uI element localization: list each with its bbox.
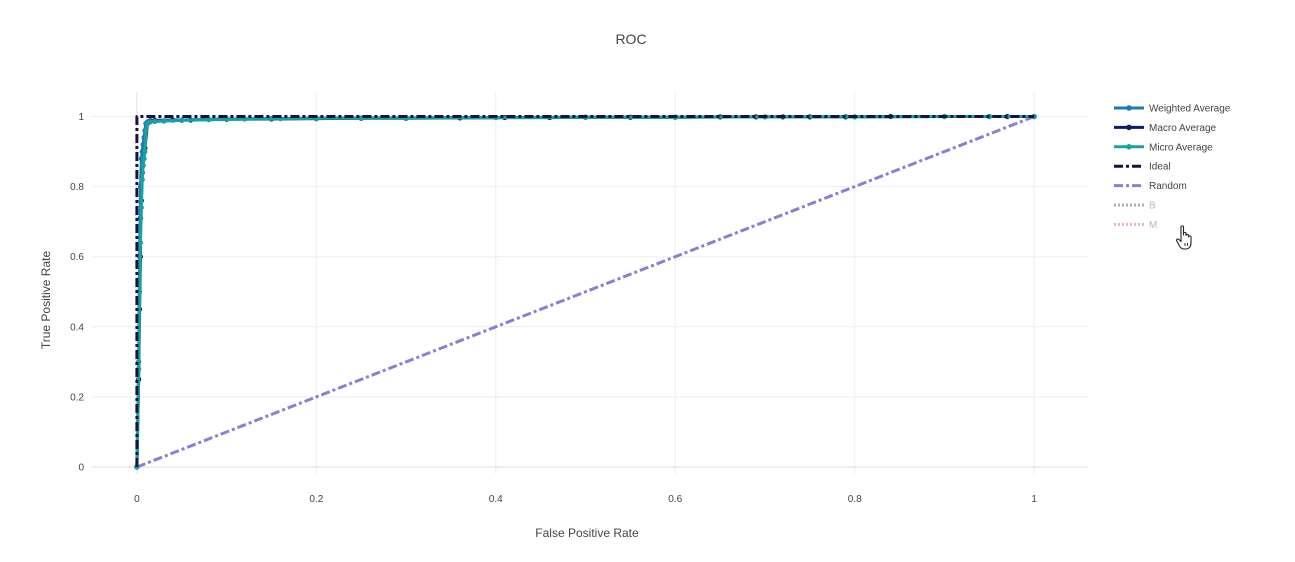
x-tick-label: 0 [134,494,140,505]
legend-item-random[interactable]: Random [1114,181,1187,192]
legend-item-weighted-average[interactable]: Weighted Average [1114,104,1231,115]
series-ideal[interactable] [135,115,1035,468]
data-point-micro-average[interactable] [140,162,146,169]
chart-title: ROC [615,31,646,47]
grid [92,92,1088,474]
x-tick-label: 1 [1031,494,1037,505]
data-point-micro-average[interactable] [141,155,147,162]
data-point-micro-average[interactable] [147,119,153,125]
x-tick-label: 0.8 [848,494,862,505]
legend-label: Micro Average [1149,142,1213,153]
legend-label: M [1149,220,1157,231]
y-tick-label: 0.6 [70,252,84,263]
legend-marker [1126,105,1132,111]
data-point-micro-average[interactable] [139,177,145,183]
legend-item-ideal[interactable]: Ideal [1114,162,1171,173]
x-tick-label: 0.2 [309,494,323,505]
legend-label: Macro Average [1149,123,1217,134]
y-tick-label: 0.8 [70,182,84,193]
y-tick-label: 0 [78,462,84,473]
legend-label: Ideal [1149,162,1171,173]
y-tick-label: 0.2 [70,392,84,403]
data-point-micro-average[interactable] [161,118,167,124]
y-axis-ticks: 0 0.2 0.4 0.6 0.8 1 [70,112,84,473]
legend-label: B [1149,201,1156,212]
x-axis-title: False Positive Rate [535,526,639,540]
data-point-micro-average[interactable] [138,205,144,211]
legend-item-macro-average[interactable]: Macro Average [1114,123,1217,134]
y-tick-label: 0.4 [70,322,84,333]
series-random[interactable] [136,115,1035,469]
data-point-micro-average[interactable] [142,148,148,155]
legend-label: Weighted Average [1149,104,1231,115]
data-point-micro-average[interactable] [179,117,185,123]
x-tick-label: 0.6 [668,494,682,505]
data-point-micro-average[interactable] [152,118,158,125]
legend[interactable]: Weighted Average Macro Average Micro Avera… [1114,104,1231,231]
plot-area[interactable] [134,113,1037,470]
x-tick-label: 0.4 [489,494,503,505]
data-point-micro-average[interactable] [137,240,144,246]
data-point-micro-average[interactable] [206,117,212,123]
legend-item-m[interactable]: M [1114,220,1157,231]
series-line-random[interactable] [136,115,1035,469]
legend-marker [1126,144,1132,150]
legend-item-b[interactable]: B [1114,201,1156,212]
data-point-micro-average[interactable] [143,127,149,134]
hand-pointer-icon [1176,225,1192,250]
y-axis-title: True Positive Rate [39,251,53,350]
legend-marker [1126,124,1132,131]
legend-label: Random [1149,181,1187,192]
legend-item-micro-average[interactable]: Micro Average [1114,142,1213,153]
series-line-ideal[interactable] [135,115,1035,468]
x-axis-ticks: 0 0.2 0.4 0.6 0.8 1 [134,494,1037,505]
y-tick-label: 1 [78,112,84,123]
